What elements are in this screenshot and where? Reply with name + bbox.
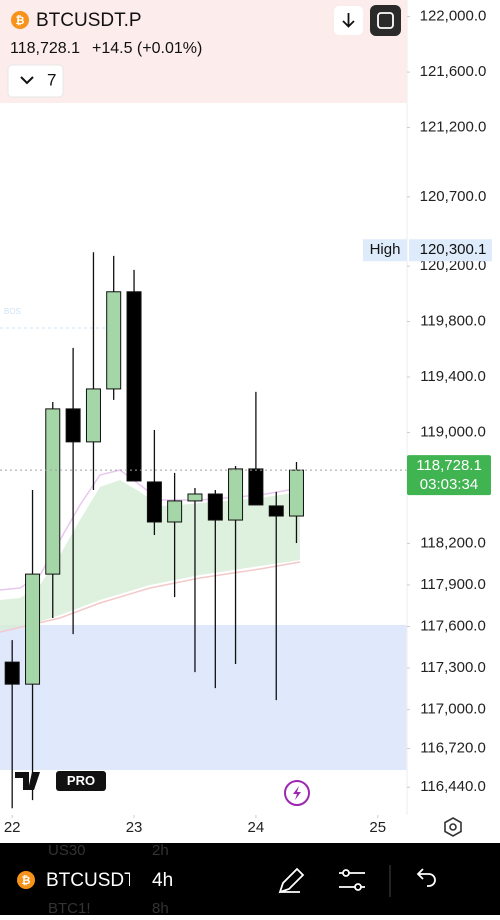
ghost-interval: 2h [152, 842, 169, 859]
candle-body [85, 388, 101, 443]
undo-button[interactable] [416, 868, 436, 887]
candle-body [25, 573, 41, 685]
ghost-symbol: BTC1! [48, 900, 91, 915]
candle-body [207, 493, 223, 521]
logo-mark [15, 772, 40, 790]
cloud [0, 480, 300, 630]
high-label: High [370, 241, 401, 258]
y-tick-label: 116,720.0 [420, 739, 486, 756]
x-tick-label: 23 [126, 819, 143, 836]
y-tick-label: 117,000.0 [420, 701, 486, 718]
change: +14.5 (+0.01%) [92, 40, 202, 57]
symbol: BTCUSDT.P [36, 10, 142, 31]
y-tick-label: 119,000.0 [420, 423, 486, 440]
tv-logo: PRO [15, 771, 106, 791]
candle-body [106, 291, 122, 390]
y-tick-label: 117,600.0 [420, 617, 486, 634]
demand-zone [0, 625, 407, 770]
lightning-icon [293, 786, 301, 800]
candle-body [288, 469, 304, 517]
candle-body [167, 500, 183, 523]
x-tick-label: 24 [248, 819, 265, 836]
fullscreen-icon [377, 12, 394, 29]
y-tick-label: 117,900.0 [420, 576, 486, 593]
candle-body [268, 505, 284, 517]
y-tick-label: 118,200.0 [420, 534, 486, 551]
y-tick-label: 116,440.0 [420, 778, 486, 795]
y-tick-label: 120,700.0 [420, 188, 487, 205]
indicator-dropdown[interactable] [7, 64, 64, 98]
candle-body [45, 408, 61, 575]
y-tick-label: 122,000.0 [420, 8, 487, 25]
ghost-symbol: US30 [48, 842, 86, 859]
settings-icon [449, 823, 457, 831]
y-tick-label: 119,800.0 [420, 313, 486, 330]
candle-body [65, 408, 81, 443]
ghost-interval: 8h [152, 900, 169, 915]
x-tick-label: 22 [4, 819, 21, 836]
download-icon [342, 13, 355, 28]
candle-body [228, 468, 244, 521]
y-tick-label: 120,200.0 [420, 257, 487, 274]
high-tag [409, 239, 492, 262]
slider-knob [354, 883, 362, 891]
price-tag-countdown: 03:03:34 [420, 476, 478, 493]
x-tick-label: 25 [369, 819, 386, 836]
coin-glyph: ₿ [16, 15, 25, 27]
logo-text: PRO [67, 773, 95, 788]
candle-body [126, 291, 142, 482]
bottom-toolbar [0, 843, 500, 915]
y-tick-label: 119,400.0 [420, 368, 486, 385]
slider-knob [342, 869, 350, 877]
high-value: 120,300.1 [420, 241, 487, 258]
coin-glyph: ₿ [22, 875, 31, 887]
indicator-count: 7 [47, 70, 56, 89]
ma-line [0, 561, 301, 633]
chevron [20, 76, 34, 85]
y-tick-label: 121,600.0 [420, 63, 487, 80]
bos-label: BOS [4, 307, 21, 316]
logo-badge [56, 771, 106, 791]
price-tag-value: 118,728.1 [416, 457, 482, 474]
high-tag [363, 239, 407, 262]
price-tag [407, 455, 491, 496]
y-tick-label: 121,200.0 [420, 118, 487, 135]
toolbar-interval[interactable]: 4h [152, 870, 173, 891]
candle-body [146, 481, 162, 523]
settings-button[interactable] [444, 817, 462, 837]
toolbar-symbol[interactable]: BTCUSDT [46, 870, 136, 891]
y-tick-label: 117,300.0 [420, 659, 486, 676]
price: 118,728.1 [10, 40, 80, 57]
fullscreen-button[interactable] [370, 5, 401, 36]
draw-button[interactable] [278, 867, 305, 894]
candle-body [4, 661, 20, 685]
coin-icon [17, 871, 35, 889]
coin-icon [11, 11, 29, 29]
candle-body [187, 493, 203, 502]
lightning-button[interactable] [284, 780, 310, 806]
candle-body [248, 468, 264, 506]
